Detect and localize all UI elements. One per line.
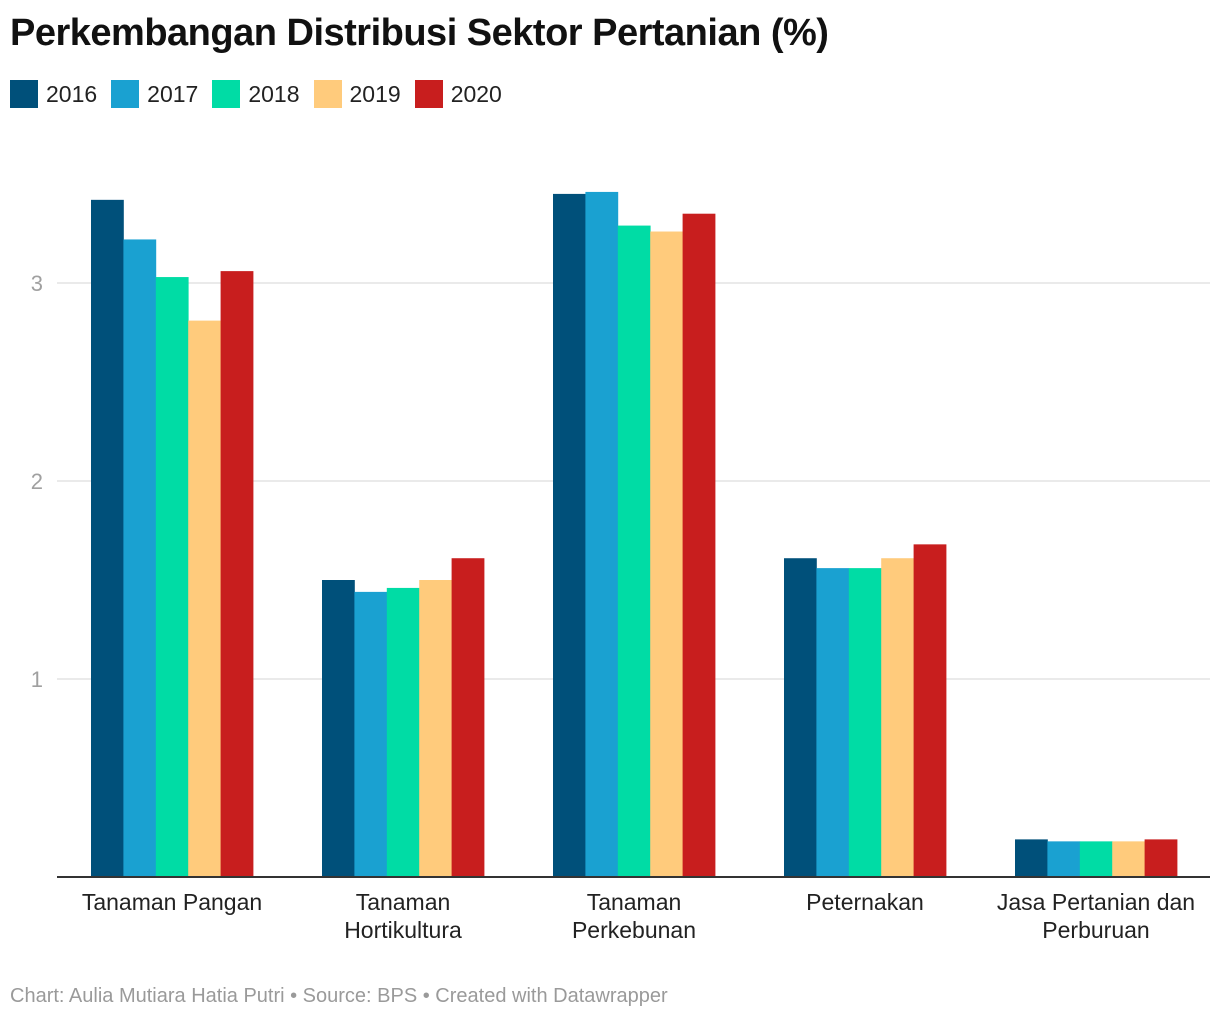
x-tick-label: Hortikultura <box>344 917 462 943</box>
y-tick-label: 2 <box>31 469 43 494</box>
x-tick-label: Tanaman <box>587 889 682 915</box>
bar-2020-3 <box>913 544 947 877</box>
bar-2018-2 <box>617 225 651 877</box>
bar-2017-2 <box>585 191 619 878</box>
bar-2017-4 <box>1047 841 1081 877</box>
legend-label: 2019 <box>349 80 401 107</box>
bar-2019-4 <box>1112 841 1145 877</box>
bar-2016-3 <box>784 558 817 877</box>
legend-swatch <box>212 80 241 108</box>
legend-label: 2016 <box>46 80 98 107</box>
chart-title: Perkembangan Distribusi Sektor Pertanian… <box>10 12 829 54</box>
bar-2016-2 <box>553 193 586 877</box>
legend-item-2019: 2019 <box>313 80 401 108</box>
chart-footer: Chart: Aulia Mutiara Hatia Putri • Sourc… <box>10 985 668 1007</box>
bar-2016-4 <box>1015 839 1048 877</box>
legend-item-2020: 2020 <box>414 80 502 108</box>
bar-2019-3 <box>881 558 914 877</box>
bar-2020-1 <box>451 558 485 877</box>
x-tick-label: Jasa Pertanian dan <box>997 889 1195 915</box>
bar-2017-0 <box>123 239 157 877</box>
bar-2019-0 <box>188 320 221 877</box>
bar-2019-1 <box>419 580 452 877</box>
bar-2017-3 <box>816 568 850 877</box>
bar-2016-1 <box>322 580 355 877</box>
bar-2020-0 <box>220 271 254 877</box>
legend-label: 2017 <box>147 80 199 107</box>
legend-swatch <box>313 80 342 108</box>
bar-2017-1 <box>354 591 388 877</box>
bar-2020-2 <box>682 213 716 877</box>
x-tick-label: Perkebunan <box>572 917 696 943</box>
y-tick-label: 1 <box>31 667 43 692</box>
x-tick-label: Tanaman Pangan <box>82 889 262 915</box>
legend-swatch <box>10 80 38 108</box>
bar-2018-3 <box>848 568 882 877</box>
legend-item-2018: 2018 <box>212 80 300 108</box>
bar-2018-1 <box>386 587 420 877</box>
legend-swatch <box>111 80 140 108</box>
legend-swatch <box>414 80 443 108</box>
bar-2018-0 <box>155 277 189 877</box>
bar-2020-4 <box>1144 839 1178 877</box>
x-tick-label: Peternakan <box>806 889 924 915</box>
legend-label: 2018 <box>248 80 300 107</box>
legend-label: 2020 <box>450 80 502 107</box>
legend-item-2016: 2016 <box>10 80 97 108</box>
bar-2016-0 <box>91 199 124 878</box>
bar-2019-2 <box>650 231 683 877</box>
chart-legend: 2016 2017 2018 2019 2020 <box>10 80 516 108</box>
bar-2018-4 <box>1079 841 1113 877</box>
y-tick-label: 3 <box>31 271 43 296</box>
x-tick-label: Tanaman <box>356 889 451 915</box>
legend-item-2017: 2017 <box>111 80 198 108</box>
x-tick-label: Perburuan <box>1042 917 1149 943</box>
